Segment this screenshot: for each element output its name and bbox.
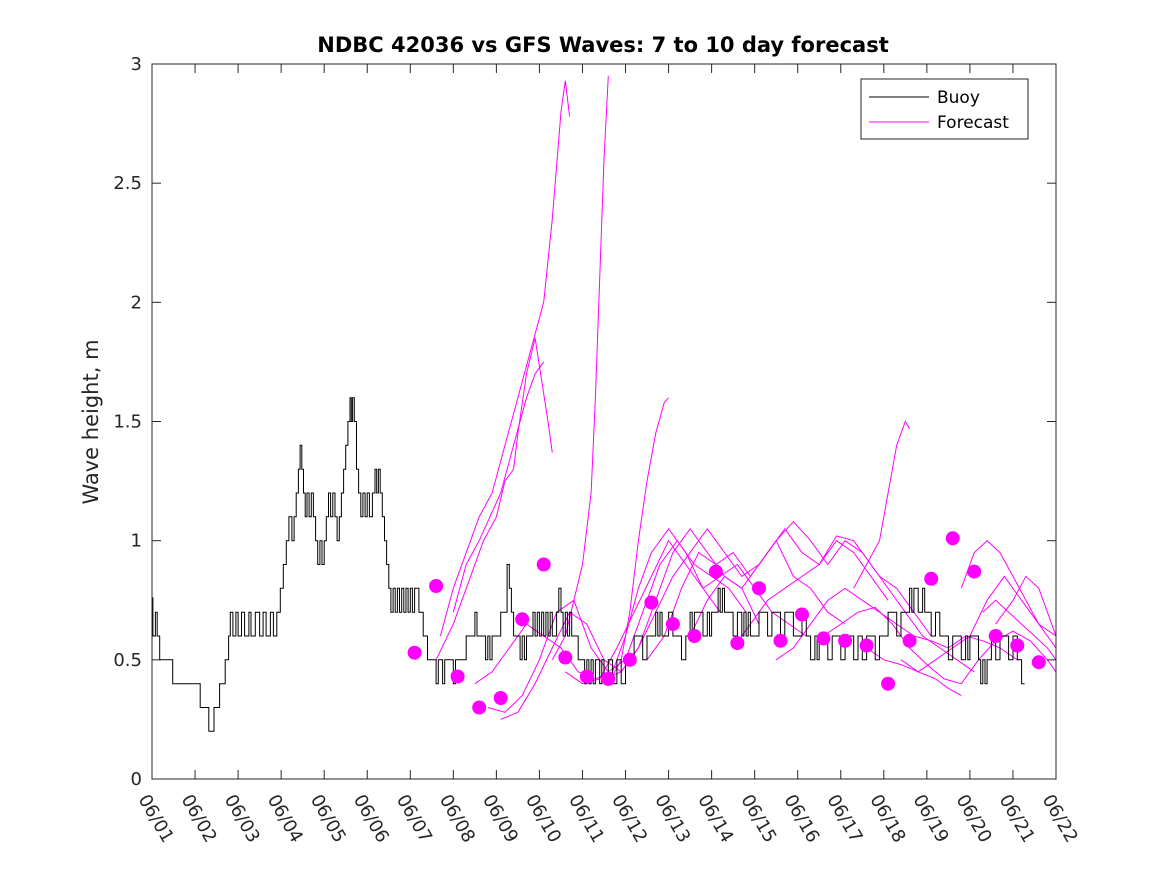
forecast-line-19 (982, 599, 1056, 661)
forecast-line-10 (603, 527, 846, 680)
x-tick-label-6: 06/07 (392, 791, 436, 846)
forecast-line-18 (960, 540, 1056, 649)
forecast-marker-15 (730, 636, 745, 651)
forecast-line-3 (551, 75, 609, 661)
forecast-marker-11 (644, 595, 659, 610)
x-tick-label-11: 06/12 (607, 791, 651, 846)
x-tick-label-18: 06/19 (909, 791, 953, 846)
forecast-marker-26 (967, 564, 982, 579)
y-tick-label-1: 0.5 (113, 650, 142, 671)
legend: Buoy Forecast (860, 78, 1029, 140)
forecast-marker-6 (536, 557, 551, 572)
x-tick-label-13: 06/14 (693, 791, 737, 846)
y-tick-label-4: 2 (131, 292, 142, 313)
x-tick-label-0: 06/01 (134, 791, 178, 846)
x-tick-label-9: 06/10 (521, 791, 565, 846)
x-tick-label-8: 06/09 (478, 791, 522, 846)
forecast-marker-2 (450, 669, 465, 684)
x-tick-label-1: 06/02 (177, 791, 221, 846)
forecast-marker-8 (579, 669, 594, 684)
forecast-marker-13 (687, 629, 702, 643)
forecast-marker-9 (601, 671, 616, 686)
forecast-marker-23 (902, 633, 917, 648)
x-tick-label-7: 06/08 (435, 791, 479, 846)
forecast-marker-22 (881, 676, 896, 691)
x-tick-label-4: 06/05 (306, 791, 350, 846)
x-tick-label-16: 06/17 (822, 791, 866, 846)
forecast-markers (407, 531, 1046, 715)
chart-title: NDBC 42036 vs GFS Waves: 7 to 10 day for… (317, 33, 888, 57)
forecast-marker-17 (773, 633, 788, 648)
x-tick-label-20: 06/21 (995, 791, 1039, 846)
forecast-line-20 (995, 575, 1056, 637)
forecast-line-1 (439, 80, 571, 637)
y-tick-label-2: 1 (131, 531, 142, 552)
forecast-line-5 (853, 420, 911, 589)
forecast-marker-19 (816, 631, 831, 646)
forecast-marker-27 (988, 629, 1003, 643)
x-tick-label-21: 06/22 (1038, 791, 1082, 846)
forecast-marker-21 (859, 638, 874, 653)
y-tick-label-3: 1.5 (113, 412, 142, 433)
forecast-marker-16 (752, 581, 766, 596)
forecast-line-4 (607, 397, 669, 684)
x-tick-label-17: 06/18 (865, 791, 909, 846)
x-tick-label-10: 06/11 (564, 791, 608, 846)
forecast-marker-20 (838, 633, 853, 648)
legend-box (860, 78, 1029, 140)
forecast-line-9 (565, 539, 807, 685)
forecast-marker-0 (407, 645, 422, 660)
x-tick-label-2: 06/03 (220, 791, 264, 846)
forecast-line-0 (435, 337, 553, 661)
forecast-marker-10 (622, 652, 637, 667)
y-tick-label-5: 2.5 (113, 173, 142, 194)
forecast-marker-12 (665, 617, 680, 632)
forecast-marker-18 (795, 607, 809, 622)
x-tick-label-19: 06/20 (952, 791, 996, 846)
y-tick-label-6: 3 (131, 54, 142, 75)
forecast-line-13 (732, 535, 975, 673)
forecast-marker-14 (708, 564, 723, 579)
legend-entry-forecast: Forecast (937, 113, 1009, 133)
forecast-line-15 (823, 606, 1056, 685)
y-tick-label-0: 0 (131, 769, 142, 790)
forecast-line-2 (452, 361, 545, 613)
forecast-marker-29 (1031, 655, 1046, 670)
y-axis-label: Wave height, m (79, 339, 103, 504)
forecast-marker-25 (945, 531, 960, 546)
forecast-line-17 (900, 659, 962, 697)
forecast-marker-5 (515, 612, 530, 627)
forecast-marker-7 (558, 650, 573, 665)
x-tick-label-5: 06/06 (349, 791, 393, 846)
x-tick-label-3: 06/04 (263, 791, 307, 846)
forecast-marker-1 (429, 579, 444, 593)
legend-entry-buoy: Buoy (937, 88, 980, 108)
x-tick-label-14: 06/15 (736, 791, 780, 846)
forecast-marker-3 (472, 700, 487, 715)
forecast-marker-24 (924, 571, 939, 586)
forecast-line-12 (689, 520, 932, 637)
x-tick-label-12: 06/13 (650, 791, 694, 846)
x-tick-label-15: 06/16 (779, 791, 823, 846)
axis-ticks: 00.511.522.5306/0106/0206/0306/0406/0506… (113, 54, 1081, 846)
forecast-marker-4 (493, 691, 508, 705)
forecast-marker-28 (1010, 638, 1025, 653)
